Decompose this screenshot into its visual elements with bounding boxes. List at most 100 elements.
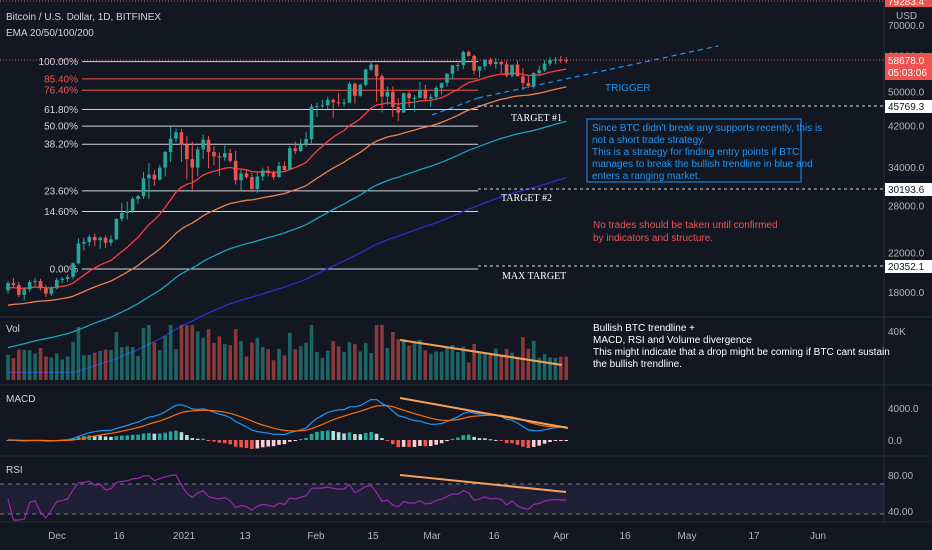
volume-bar xyxy=(358,351,363,380)
volume-bar xyxy=(559,356,563,380)
bullish-trendline-extension[interactable] xyxy=(431,97,479,116)
volume-bar xyxy=(38,348,43,380)
macd-histogram-bar xyxy=(223,440,227,444)
macd-histogram-bar xyxy=(407,440,411,447)
candle-body xyxy=(510,64,514,76)
volume-bar xyxy=(223,344,227,380)
last-price-tag: 58678.0 05:03:06 xyxy=(885,53,932,80)
price-axis-label: 18000.0 xyxy=(888,288,925,299)
volume-bar xyxy=(412,342,417,380)
macd-histogram-bar xyxy=(309,433,314,440)
macd-histogram-bar xyxy=(250,440,254,450)
volume-bar xyxy=(450,345,455,380)
strategy-note-box[interactable]: Since BTC didn't break any supports rece… xyxy=(586,118,822,183)
candle-body xyxy=(190,159,195,168)
candle-body xyxy=(120,212,124,219)
target-2-label: TARGET #2 xyxy=(501,193,552,204)
macd-histogram-bar xyxy=(564,440,569,441)
candle-body xyxy=(168,138,173,153)
bullish-trendline[interactable] xyxy=(477,45,719,99)
macd-histogram-bar xyxy=(174,430,178,440)
volume-bar xyxy=(44,356,48,380)
macd-histogram-bar xyxy=(233,440,238,447)
warning-note-line: No trades should be taken until confirme… xyxy=(593,220,778,231)
volume-bars xyxy=(6,325,569,380)
macd-histogram-bar xyxy=(331,431,335,440)
volume-bar xyxy=(428,353,433,380)
candle-body xyxy=(147,174,151,179)
volume-bar xyxy=(92,352,97,380)
candle-body xyxy=(559,59,563,61)
macd-histogram-bar xyxy=(428,440,433,447)
volume-bar xyxy=(477,353,482,380)
macd-histogram-bar xyxy=(439,440,444,444)
macd-histogram-bar xyxy=(537,440,541,446)
candle-body xyxy=(504,64,509,76)
candle-body xyxy=(439,82,444,88)
macd-histogram-bar xyxy=(320,430,325,440)
price-axis-label: 34000.0 xyxy=(888,163,925,174)
volume-bar xyxy=(456,352,460,380)
bar-countdown: 05:03:06 xyxy=(888,68,927,79)
candle-body xyxy=(244,173,249,178)
candle-body xyxy=(282,165,287,170)
volume-bar xyxy=(380,325,384,380)
macd-histogram-bar xyxy=(255,440,260,449)
candle-body xyxy=(499,61,504,65)
candle-body xyxy=(33,280,37,283)
volume-bar xyxy=(363,342,368,380)
rsi-divergence-line[interactable] xyxy=(399,474,567,493)
fib-level-label: 85.40% xyxy=(44,74,78,85)
macd-divergence-line[interactable] xyxy=(399,397,569,429)
candle-body xyxy=(434,87,438,97)
candle-body xyxy=(250,177,254,189)
macd-histogram-bar xyxy=(201,438,205,440)
ema-legend: EMA 20/50/100/200 xyxy=(6,28,94,39)
candle-body xyxy=(260,170,265,177)
macd-histogram-bar xyxy=(114,436,119,440)
candle-body xyxy=(309,106,314,140)
candle-body xyxy=(526,82,531,87)
candle-body xyxy=(450,65,455,74)
macd-histogram-bar xyxy=(179,432,184,440)
volume-bar xyxy=(282,355,287,380)
candle-body xyxy=(157,167,162,180)
volume-bar xyxy=(130,347,135,380)
volume-bar xyxy=(217,336,222,380)
candle-body xyxy=(27,282,32,290)
macd-histogram-bar xyxy=(282,440,287,445)
volume-bar xyxy=(461,346,466,380)
volume-bar xyxy=(271,360,276,380)
macd-histogram-bar xyxy=(136,434,140,440)
candle-body xyxy=(483,59,487,67)
macd-histogram-bar xyxy=(239,440,243,448)
volume-axis-tick: 40K xyxy=(888,327,906,338)
strategy-note-line: Since BTC didn't break any supports rece… xyxy=(592,123,822,134)
volume-bar xyxy=(17,349,21,380)
macd-axis-tick: 4000.0 xyxy=(888,404,919,415)
volume-bar xyxy=(11,358,16,380)
price-axis-label: 42000.0 xyxy=(888,122,925,133)
divergence-note-line: Bullish BTC trendline + xyxy=(593,323,695,334)
macd-histogram-bar xyxy=(396,440,401,448)
volume-bar xyxy=(320,357,325,380)
fibonacci-retracement[interactable]: 100.00% 85.40%76.40% 61.80% 50.00% 38.20% 23.… xyxy=(39,57,478,276)
rsi-axis-tick: 80.00 xyxy=(888,471,913,482)
volume-bar xyxy=(347,342,352,380)
candle-body xyxy=(456,65,460,67)
candle-body xyxy=(466,52,471,56)
candle-body xyxy=(206,139,211,153)
volume-bar xyxy=(120,347,124,380)
macd-histogram-bar xyxy=(477,438,482,440)
macd-histogram-bar xyxy=(363,432,368,440)
macd-line xyxy=(7,398,567,442)
symbol-title: Bitcoin / U.S. Dollar, 1D, BITFINEX xyxy=(6,12,161,23)
volume-bar xyxy=(103,349,108,380)
target-1-price-tag: 45769.3 xyxy=(885,100,932,113)
volume-bar xyxy=(537,357,541,380)
candle-body xyxy=(353,83,357,96)
volume-divergence-line[interactable] xyxy=(399,339,563,366)
macd-histogram-bar xyxy=(450,438,455,440)
volume-bar xyxy=(125,346,130,380)
